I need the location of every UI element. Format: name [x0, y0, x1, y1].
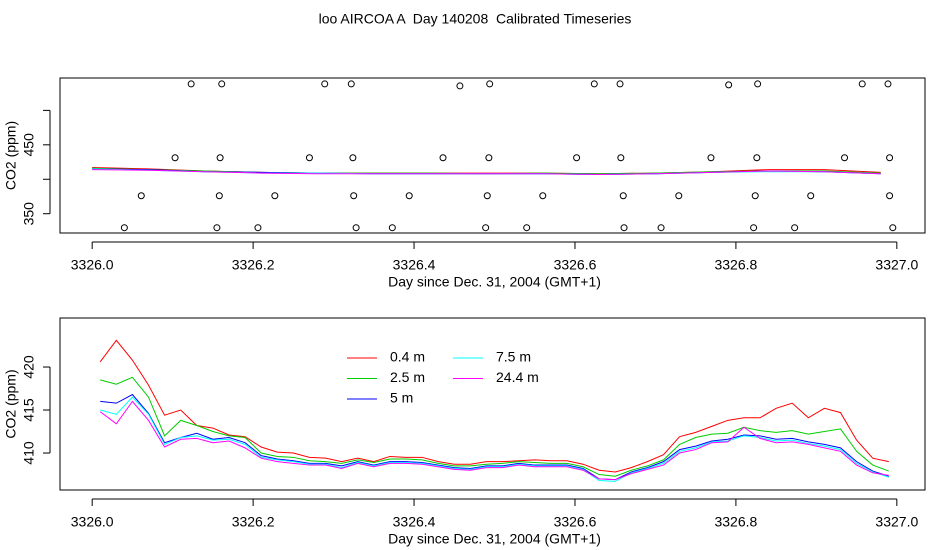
data-point — [456, 82, 464, 90]
data-point — [590, 80, 598, 88]
y-axis-label: CO2 (ppm) — [3, 121, 19, 190]
legend-label: 0.4 m — [390, 349, 425, 365]
data-point — [617, 154, 625, 162]
data-point — [750, 224, 758, 232]
data-point — [120, 224, 128, 232]
x-tick-label: 3326.8 — [714, 257, 757, 273]
data-point — [305, 154, 313, 162]
x-tick-label: 3326.0 — [71, 514, 114, 530]
data-point — [137, 192, 145, 200]
legend-label: 5 m — [390, 390, 413, 406]
data-point — [707, 154, 715, 162]
data-point — [321, 80, 329, 88]
x-tick-label: 3326.2 — [232, 514, 275, 530]
data-point — [485, 154, 493, 162]
data-point — [213, 224, 221, 232]
series-line — [92, 169, 881, 175]
data-point — [254, 224, 262, 232]
data-point — [482, 224, 490, 232]
data-point — [751, 192, 759, 200]
x-tick-label: 3326.2 — [232, 257, 275, 273]
series-line — [100, 376, 889, 477]
series-line — [99, 400, 889, 481]
data-point — [886, 154, 894, 162]
data-point — [347, 80, 355, 88]
y-tick-label: 450 — [21, 133, 37, 157]
x-tick-label: 3326.0 — [71, 257, 114, 273]
data-point — [657, 224, 665, 232]
data-point — [539, 192, 547, 200]
x-tick-label: 3327.0 — [875, 257, 918, 273]
data-point — [573, 154, 581, 162]
legend-label: 2.5 m — [390, 369, 425, 385]
data-point — [791, 224, 799, 232]
y-axis-label: CO2 (ppm) — [3, 369, 19, 438]
y-tick-label: 410 — [21, 441, 37, 465]
x-tick-label: 3326.6 — [554, 257, 597, 273]
y-tick-label: 420 — [21, 355, 37, 379]
data-point — [889, 224, 897, 232]
data-point — [216, 154, 224, 162]
data-point — [483, 192, 491, 200]
data-point — [858, 80, 866, 88]
plot-frame — [59, 317, 926, 491]
data-point — [388, 224, 396, 232]
data-point — [187, 80, 195, 88]
figure-title: loo AIRCOA A Day 140208 Calibrated Times… — [319, 11, 632, 27]
x-axis-label: Day since Dec. 31, 2004 (GMT+1) — [388, 531, 601, 547]
data-point — [884, 80, 892, 88]
series-line — [100, 393, 889, 481]
data-point — [439, 154, 447, 162]
data-point — [754, 80, 762, 88]
data-point — [619, 192, 627, 200]
data-point — [807, 192, 815, 200]
data-point — [171, 154, 179, 162]
data-point — [215, 192, 223, 200]
data-point — [350, 192, 358, 200]
series-line — [100, 396, 889, 482]
x-tick-label: 3326.6 — [554, 514, 597, 530]
x-tick-label: 3326.4 — [393, 514, 436, 530]
data-point — [271, 192, 279, 200]
plot-frame — [59, 77, 926, 234]
data-point — [349, 154, 357, 162]
panel: 3326.0 3326.2 3326.4 3326.6 3326.8 3327.0 Day … — [3, 317, 926, 547]
data-point — [218, 80, 226, 88]
data-point — [616, 80, 624, 88]
series-line — [99, 339, 889, 473]
data-point — [405, 192, 413, 200]
data-point — [523, 224, 531, 232]
legend-label: 7.5 m — [496, 349, 531, 365]
data-point — [352, 224, 360, 232]
data-point — [753, 154, 761, 162]
data-point — [841, 154, 849, 162]
legend-label: 24.4 m — [496, 369, 539, 385]
data-point — [486, 80, 494, 88]
panel: 3326.0 3326.2 3326.4 3326.6 3326.8 3327.0 Day … — [3, 77, 926, 290]
data-point — [886, 192, 894, 200]
x-tick-label: 3327.0 — [875, 514, 918, 530]
x-axis-label: Day since Dec. 31, 2004 (GMT+1) — [388, 274, 601, 290]
y-tick-label: 415 — [21, 398, 37, 422]
x-tick-label: 3326.4 — [393, 257, 436, 273]
data-point — [725, 81, 733, 89]
x-tick-label: 3326.8 — [714, 514, 757, 530]
data-point — [675, 192, 683, 200]
data-point — [620, 224, 628, 232]
y-tick-label: 350 — [21, 202, 37, 226]
